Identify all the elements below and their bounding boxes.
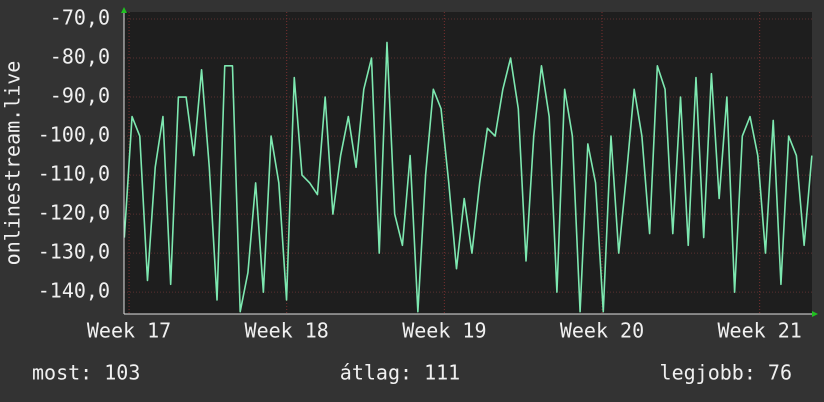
plot-area xyxy=(124,12,812,314)
y-tick-label: -120,0 xyxy=(38,201,110,225)
x-tick-label: Week 19 xyxy=(402,319,486,343)
footer-average: átlag: 111 xyxy=(340,361,460,385)
y-tick-label: -110,0 xyxy=(38,162,110,186)
x-axis-arrow xyxy=(812,311,818,317)
footer-max: legjobb: 76 xyxy=(660,361,792,385)
y-axis-arrow xyxy=(121,7,127,13)
y-tick-label: -80,0 xyxy=(50,45,110,69)
data-line xyxy=(123,41,813,313)
y-tick-label: -70,0 xyxy=(50,6,110,30)
y-axis-label: onlinestream.live xyxy=(1,61,25,266)
y-tick-label: -130,0 xyxy=(38,240,110,264)
x-tick-label: Week 17 xyxy=(87,319,171,343)
x-tick-label: Week 18 xyxy=(245,319,329,343)
y-tick-label: -90,0 xyxy=(50,84,110,108)
x-tick-label: Week 20 xyxy=(560,319,644,343)
footer-current: most: 103 xyxy=(32,361,140,385)
x-tick-label: Week 21 xyxy=(718,319,802,343)
y-tick-label: -140,0 xyxy=(38,279,110,303)
y-tick-label: -100,0 xyxy=(38,123,110,147)
